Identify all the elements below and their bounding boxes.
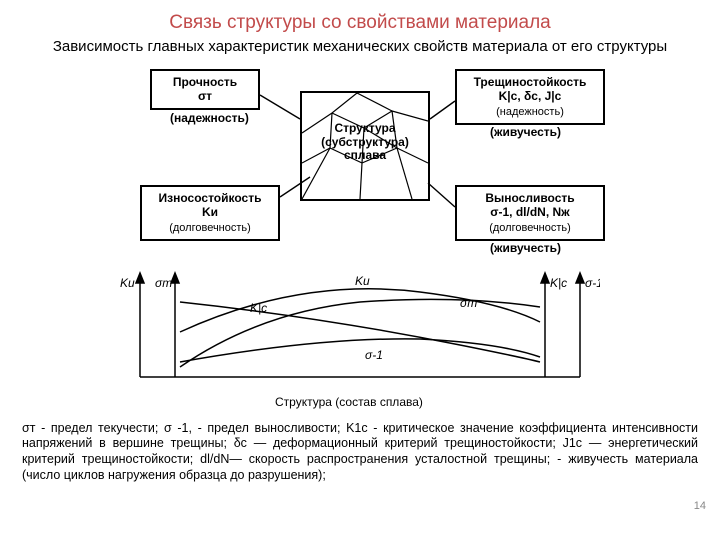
node-wear-l2: Kи: [202, 205, 218, 219]
curve-lab-Ku: Kи: [355, 274, 370, 288]
axis-lab-K1c: K|c: [550, 276, 567, 290]
node-fatigue-sub: (долговечность): [489, 222, 571, 234]
center-l3: сплава: [344, 148, 386, 162]
axis-lab-Ku: Kи: [120, 276, 135, 290]
node-wear-sub: (долговечность): [169, 222, 251, 234]
concept-diagram: Структура (субструктура) сплава Прочност…: [0, 57, 720, 267]
node-fatigue: Выносливость σ-1, dl/dN, Nж (долговечнос…: [455, 185, 605, 241]
node-crack-sub: (надежность): [496, 106, 564, 118]
center-node-label: Структура (субструктура) сплава: [305, 122, 425, 163]
axis-lab-sigmaT: σт: [155, 276, 172, 290]
curve-lab-sigmaT: σт: [460, 296, 477, 310]
node-strength-l2: σт: [198, 89, 212, 103]
curve-lab-sigma-1: σ-1: [365, 348, 383, 362]
page-subtitle: Зависимость главных характеристик механи…: [0, 34, 720, 57]
page-title: Связь структуры со свойствами материала: [0, 0, 720, 34]
center-l1: Структура: [334, 121, 395, 135]
page-number: 14: [694, 500, 706, 512]
legend-caption: σт - предел текучести; σ -1, - предел вы…: [0, 417, 720, 484]
chart-svg: Kи σт K|c σ-1 Kи σт K|c σ-1: [120, 267, 600, 397]
overlay-br: (живучесть): [490, 241, 561, 255]
node-crack-l2: K|c, δc, J|c: [499, 89, 562, 103]
node-fatigue-l2: σ-1, dl/dN, Nж: [490, 205, 569, 219]
center-l2: (субструктура): [321, 135, 409, 149]
curve-lab-K1c: K|c: [250, 301, 267, 315]
node-crack-l1: Трещиностойкость: [474, 75, 587, 89]
overlay-tr: (живучесть): [490, 125, 561, 139]
node-wear-resistance: Износостойкость Kи (долговечность): [140, 185, 280, 241]
chart-xlabel: Структура (состав сплава): [275, 395, 423, 409]
node-fatigue-l1: Выносливость: [485, 191, 574, 205]
node-crack-resistance: Трещиностойкость K|c, δc, J|c (надежност…: [455, 69, 605, 125]
property-chart: Kи σт K|c σ-1 Kи σт K|c σ-1 Структура (с…: [0, 267, 720, 417]
node-wear-l1: Износостойкость: [159, 191, 262, 205]
node-strength-l1: Прочность: [173, 75, 237, 89]
overlay-tl: (надежность): [170, 111, 249, 125]
node-strength: Прочность σт: [150, 69, 260, 110]
axis-lab-sigma-1: σ-1: [585, 276, 600, 290]
